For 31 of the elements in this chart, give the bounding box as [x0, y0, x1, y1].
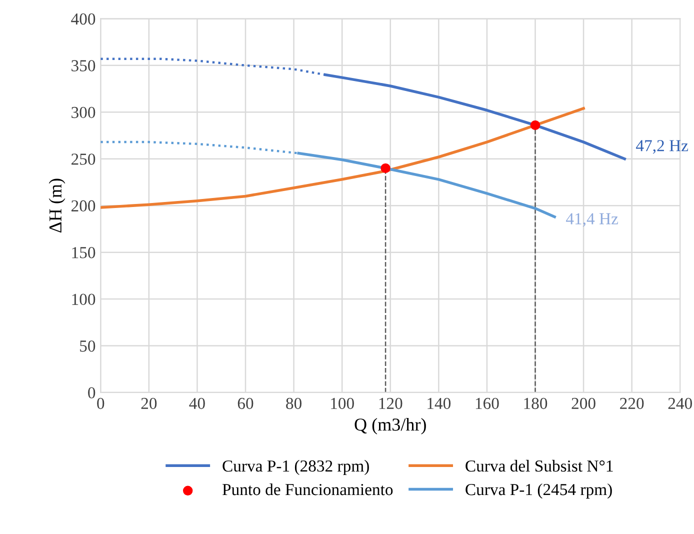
line-series: [100, 107, 585, 209]
annotation: 41,4 Hz: [566, 213, 618, 227]
legend-label: Curva P-1 (2454 rpm): [466, 483, 612, 499]
x-tick-label: 100: [331, 398, 354, 410]
y-tick-label: 350: [72, 60, 96, 72]
x-tick-label: 0: [97, 398, 104, 410]
x-tick-label: 160: [476, 398, 499, 410]
annotation: 47,2 Hz: [636, 140, 688, 154]
x-axis-title: Q (m3/hr): [354, 418, 426, 434]
y-tick-label: 250: [72, 154, 96, 165]
x-tick-label: 120: [379, 398, 402, 410]
y-tick-label: 100: [72, 294, 96, 305]
y-tick-label: 0: [88, 387, 96, 398]
x-tick-label: 140: [428, 398, 451, 410]
x-tick-label: 240: [668, 398, 692, 410]
x-tick-label: 80: [286, 398, 302, 410]
y-axis-title: ΔH (m): [48, 178, 66, 233]
y-tick-label: 150: [72, 247, 96, 258]
y-tick-label: 50: [80, 340, 96, 352]
x-tick-label: 220: [620, 398, 644, 410]
x-tick-label: 200: [572, 398, 596, 410]
x-tick-label: 60: [238, 398, 254, 410]
x-tick-label: 40: [189, 398, 205, 410]
legend-label: Curva P-1 (2832 rpm): [222, 460, 369, 476]
y-tick-label: 300: [72, 106, 96, 118]
legend-label: Punto de Funcionamiento: [222, 483, 393, 496]
legend-label: Curva del Subsist N°1: [466, 460, 613, 472]
x-tick-label: 20: [141, 398, 157, 410]
x-tick-label: 180: [524, 398, 548, 410]
y-tick-label: 200: [72, 200, 96, 212]
y-tick-label: 400: [71, 13, 96, 25]
